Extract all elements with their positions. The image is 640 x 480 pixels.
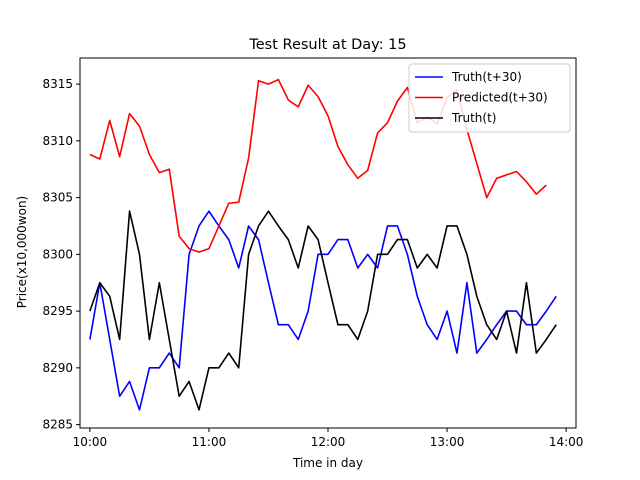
legend-label-2: Truth(t) xyxy=(451,111,496,125)
y-tick-label-0: 8285 xyxy=(42,418,73,432)
series-line-0 xyxy=(89,210,557,411)
legend-label-0: Truth(t+30) xyxy=(451,70,522,84)
y-tick-label-4: 8305 xyxy=(42,191,73,205)
series-line-2 xyxy=(89,210,557,411)
y-tick-label-3: 8300 xyxy=(42,247,73,261)
axes: 10:00 11:00 12:00 13:00 14:00 8285 8290 8295 830… xyxy=(42,57,584,449)
x-tick-label-2: 12:00 xyxy=(311,435,346,449)
x-tick-label-4: 14:00 xyxy=(549,435,584,449)
y-tick-label-6: 8315 xyxy=(42,77,73,91)
chart-title: Test Result at Day: 15 xyxy=(248,37,406,53)
y-tick-label-1: 8290 xyxy=(42,361,73,375)
legend: Truth(t+30) Predicted(t+30) Truth(t) xyxy=(408,63,571,133)
plot-area xyxy=(89,78,557,411)
y-tick-label-2: 8295 xyxy=(42,304,73,318)
x-tick-label-1: 11:00 xyxy=(192,435,227,449)
x-tick-label-3: 13:00 xyxy=(430,435,465,449)
series-line-1 xyxy=(89,78,547,253)
x-tick-label-0: 10:00 xyxy=(73,435,108,449)
y-tick-label-5: 8310 xyxy=(42,134,73,148)
legend-label-1: Predicted(t+30) xyxy=(452,91,548,105)
x-axis-label: Time in day xyxy=(292,456,363,470)
legend-box xyxy=(408,63,571,133)
y-axis-label: Price(x10,000won) xyxy=(15,196,29,309)
